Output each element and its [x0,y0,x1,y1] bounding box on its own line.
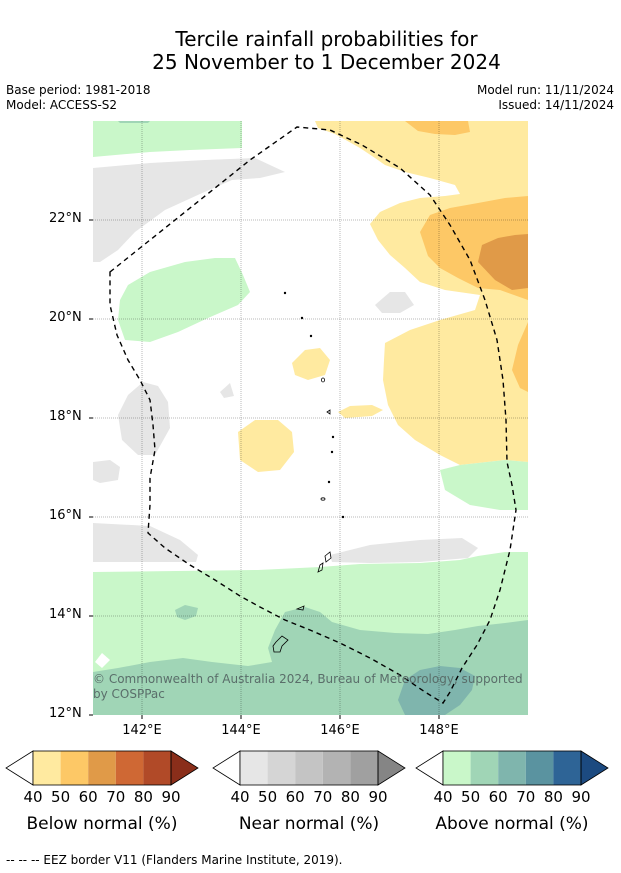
below-normal-region [292,348,330,380]
below-normal-region [405,121,470,135]
copyright-line-2: by COSPPac [93,687,165,701]
colorbar-frame [239,750,379,786]
copyright-line-1: © Commonwealth of Australia 2024, Bureau… [93,672,523,686]
colorbar-segment [525,751,554,785]
colorbar-extend-low [415,750,444,786]
near-normal-region [330,538,478,563]
base-period: Base period: 1981-2018 [6,83,151,97]
lat-label-14n: 14°N [49,607,82,622]
colorbar-tick-label: 50 [51,788,71,806]
above-normal-region [118,121,150,123]
colorbar-segment [267,751,296,785]
lat-lon-grid [93,121,528,715]
colorbar-tick-label: 80 [133,788,153,806]
colorbar-segment [322,751,351,785]
lat-label-12n: 12°N [49,706,82,721]
near-normal-region [118,382,170,455]
eez-footnote: -- -- -- EEZ border V11 (Flanders Marine… [6,853,343,867]
colorbar-tick-label: 90 [161,788,181,806]
colorbar-tick-label: 90 [571,788,591,806]
colorbar-title-below: Below normal (%) [26,814,178,834]
above-normal-region [118,258,250,342]
colorbar-extend-high [170,750,199,786]
colorbar-segment [498,751,526,785]
colorbar-tick-label: 60 [78,788,98,806]
colorbar-segment [60,751,89,785]
colorbar-near-normal [212,750,406,786]
colorbar-frame [442,750,582,786]
title-line-1: Tercile rainfall probabilities for [175,27,478,51]
colorbar-extend-high [377,750,406,786]
above-normal-region [95,653,110,668]
map-title: Tercile rainfall probabilities for 25 No… [0,28,621,74]
colorbar-tick-label: 70 [516,788,536,806]
above-normal-region [175,605,198,620]
colorbar-tick-label: 40 [433,788,453,806]
axis-ticks [89,219,440,719]
colorbar-extend-low [212,750,241,786]
colorbar-segment [443,751,471,785]
below-normal-region [338,405,383,418]
near-normal-region [93,460,120,483]
colorbar-extend-high [580,750,609,786]
colorbar-extend-low [5,750,34,786]
above-normal-region [93,121,242,157]
islands [272,291,345,653]
lat-label-22n: 22°N [49,211,82,226]
lat-label-16n: 16°N [49,508,82,523]
colorbar-segment [350,751,378,785]
near-normal-region [93,158,285,262]
colorbar-segment [115,751,144,785]
colorbar-tick-label: 50 [258,788,278,806]
colorbar-title-above: Above normal (%) [435,814,589,834]
colorbar-tick-label: 50 [461,788,481,806]
below-normal-region [478,234,528,290]
lon-label-148e: 148°E [419,723,459,738]
colorbar-tick-label: 60 [488,788,508,806]
issued-date: Issued: 14/11/2024 [498,98,614,112]
colorbar-segment [553,751,581,785]
near-normal-region [375,292,414,313]
colorbar-segment [240,751,268,785]
lon-label-144e: 144°E [221,723,261,738]
above-normal-region [398,666,475,715]
colorbar-segment [470,751,499,785]
near-normal-region [220,383,234,398]
colorbar-tick-label: 70 [106,788,126,806]
colorbar-tick-label: 80 [543,788,563,806]
title-line-2: 25 November to 1 December 2024 [152,50,501,74]
colorbar-segment [88,751,116,785]
colorbar-tick-label: 90 [368,788,388,806]
colorbar-above-normal [415,750,609,786]
colorbar-tick-label: 70 [313,788,333,806]
eez-border [109,126,517,704]
colorbar-segment [143,751,171,785]
colorbar-title-near: Near normal (%) [238,814,380,834]
lat-label-18n: 18°N [49,409,82,424]
map-area [93,121,528,715]
copyright-notice: © Commonwealth of Australia 2024, Bureau… [93,672,523,702]
colorbar-below-normal [5,750,199,786]
colorbar-tick-label: 80 [340,788,360,806]
meta-right: Model run: 11/11/2024 Issued: 14/11/2024 [477,83,614,113]
lon-label-142e: 142°E [122,723,162,738]
colorbar-frame [32,750,172,786]
colorbar-tick-label: 60 [285,788,305,806]
colorbar-tick-label: 40 [23,788,43,806]
colorbar-tick-label: 40 [230,788,250,806]
lon-label-146e: 146°E [320,723,360,738]
model-run: Model run: 11/11/2024 [476,83,614,97]
lat-label-20n: 20°N [49,310,82,325]
colorbar-segment [295,751,323,785]
colorbar-segment [33,751,61,785]
model-name: Model: ACCESS-S2 [6,98,118,112]
meta-left: Base period: 1981-2018 Model: ACCESS-S2 [6,83,151,113]
below-normal-region [238,420,294,472]
